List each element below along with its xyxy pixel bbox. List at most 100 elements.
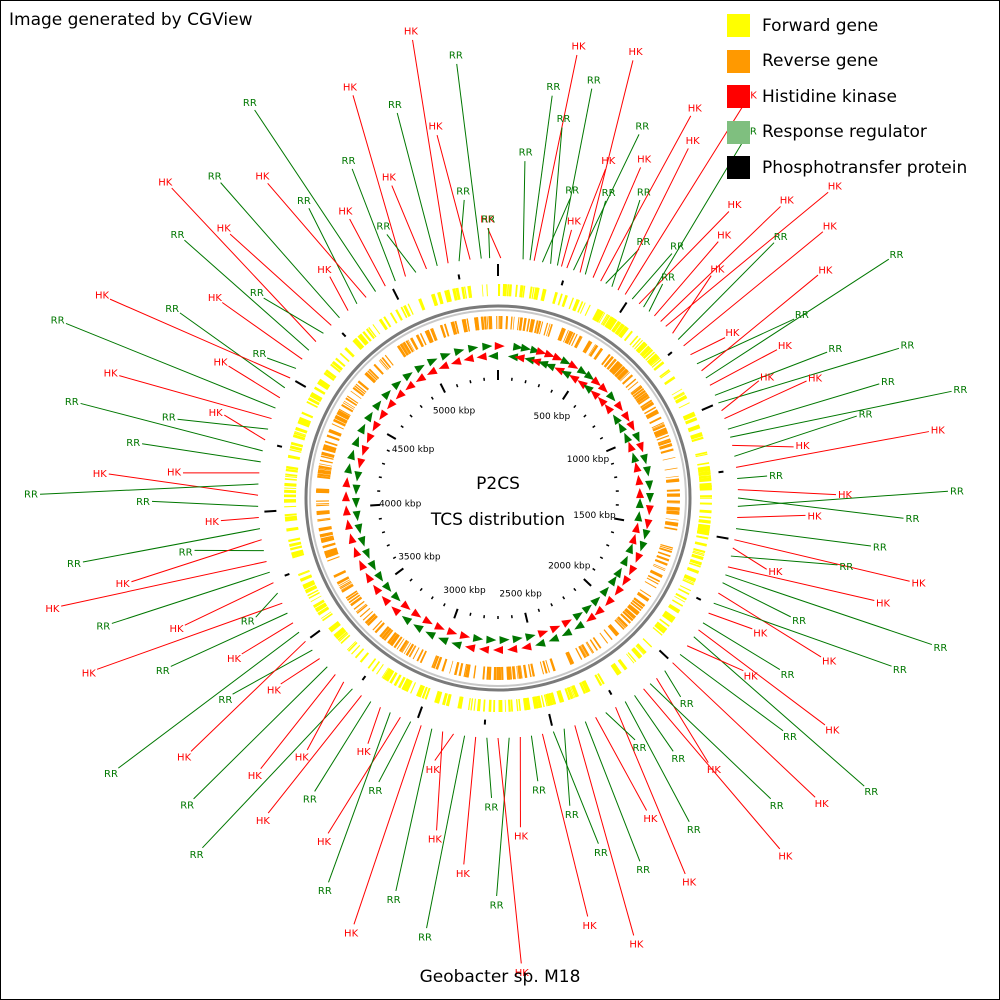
forward-gene bbox=[619, 326, 629, 339]
forward-gene bbox=[330, 623, 341, 633]
outer-tick bbox=[608, 689, 613, 696]
reverse-gene bbox=[666, 511, 680, 515]
kbp-tick-label: 4000 kbp bbox=[379, 500, 422, 510]
forward-gene bbox=[683, 574, 697, 582]
reverse-gene bbox=[405, 340, 414, 353]
forward-gene bbox=[285, 518, 298, 522]
kbp-minor-tick bbox=[614, 476, 618, 479]
reverse-gene bbox=[659, 445, 673, 450]
reverse-gene bbox=[346, 395, 359, 404]
forward-gene bbox=[293, 432, 306, 438]
tcs-pointer-line bbox=[724, 380, 807, 419]
reverse-gene bbox=[331, 423, 344, 430]
forward-gene bbox=[685, 417, 698, 425]
tcs-pointer-line bbox=[617, 148, 689, 291]
response-regulator-gene bbox=[537, 360, 549, 369]
forward-gene bbox=[291, 551, 304, 557]
response-regulator-gene bbox=[512, 342, 524, 351]
forward-gene bbox=[664, 610, 676, 619]
rr-label: RR bbox=[602, 188, 616, 199]
reverse-gene bbox=[458, 662, 464, 677]
reverse-gene bbox=[547, 323, 553, 337]
forward-gene bbox=[673, 391, 685, 399]
hk-label: HK bbox=[795, 441, 810, 452]
tcs-pointer-line bbox=[119, 375, 272, 420]
reverse-gene bbox=[474, 317, 478, 331]
kbp-minor-tick bbox=[610, 462, 615, 465]
forward-gene bbox=[698, 520, 711, 524]
reverse-gene bbox=[373, 364, 384, 375]
tcs-pointer-line bbox=[496, 737, 510, 897]
forward-gene bbox=[289, 445, 303, 452]
reverse-gene bbox=[341, 403, 354, 413]
reverse-gene bbox=[578, 646, 586, 659]
forward-gene bbox=[346, 641, 357, 651]
reverse-gene bbox=[343, 400, 356, 409]
tcs-pointer-line bbox=[730, 390, 952, 438]
reverse-gene bbox=[368, 368, 380, 379]
forward-gene bbox=[697, 527, 710, 533]
reverse-gene bbox=[652, 565, 666, 571]
kbp-minor-tick bbox=[610, 531, 615, 534]
response-regulator-gene bbox=[583, 370, 595, 381]
tcs-pointer-line bbox=[735, 431, 929, 468]
tcs-pointer-line bbox=[184, 239, 310, 351]
reverse-gene bbox=[374, 622, 385, 633]
forward-gene bbox=[418, 685, 426, 698]
tcs-gene-track bbox=[341, 341, 654, 654]
outer-tick bbox=[264, 509, 277, 513]
forward-gene bbox=[682, 579, 694, 586]
response-regulator-gene bbox=[357, 535, 366, 547]
forward-gene bbox=[640, 346, 650, 356]
histidine-kinase-gene bbox=[450, 357, 462, 365]
phosphotransfer-protein-swatch bbox=[727, 156, 750, 180]
tcs-pointer-line bbox=[677, 242, 775, 340]
reverse-gene bbox=[659, 442, 673, 450]
forward-gene bbox=[678, 402, 690, 409]
tcs-pointer-line bbox=[61, 560, 267, 607]
tcs-pointer-line bbox=[550, 127, 563, 264]
reverse-gene bbox=[530, 663, 535, 677]
response-regulator-gene bbox=[486, 635, 497, 644]
forward-gene bbox=[493, 699, 496, 712]
hk-label: HK bbox=[205, 517, 220, 528]
reverse-gene bbox=[615, 618, 626, 629]
hk-label: HK bbox=[780, 195, 795, 206]
reverse-gene bbox=[402, 341, 412, 355]
kbp-major-tick bbox=[562, 390, 570, 400]
rr-label: RR bbox=[906, 514, 920, 525]
response-regulator-gene bbox=[576, 365, 588, 375]
reverse-gene bbox=[656, 435, 670, 441]
rr-label: RR bbox=[51, 316, 65, 327]
reverse-gene bbox=[565, 652, 573, 665]
histidine-kinase-gene bbox=[446, 627, 458, 635]
forward-gene bbox=[498, 284, 500, 297]
reverse-gene bbox=[666, 493, 680, 496]
forward-gene bbox=[445, 289, 452, 303]
forward-gene bbox=[613, 662, 622, 674]
forward-gene bbox=[617, 659, 626, 671]
hk-label: HK bbox=[317, 837, 332, 848]
forward-gene bbox=[437, 292, 444, 305]
tcs-pointer-line bbox=[727, 566, 875, 601]
reverse-gene bbox=[322, 542, 336, 548]
forward-gene bbox=[699, 509, 712, 514]
forward-gene bbox=[337, 631, 348, 641]
reverse-gene bbox=[454, 662, 459, 676]
reverse-gene bbox=[637, 591, 650, 601]
tcs-pointer-line bbox=[352, 95, 406, 277]
forward-gene bbox=[357, 335, 367, 346]
kbp-tick-label: 5000 kbp bbox=[433, 406, 476, 416]
reverse-gene bbox=[509, 666, 513, 680]
histidine-kinase-gene bbox=[459, 631, 471, 639]
reverse-gene bbox=[582, 340, 592, 353]
forward-gene bbox=[611, 664, 620, 676]
reverse-gene bbox=[345, 590, 358, 599]
legend-label: Forward gene bbox=[762, 15, 879, 36]
hk-label: HK bbox=[227, 654, 242, 665]
forward-gene bbox=[613, 322, 622, 333]
reverse-gene bbox=[383, 629, 394, 641]
forward-gene bbox=[683, 578, 695, 584]
forward-gene bbox=[609, 319, 618, 331]
histidine-kinase-gene bbox=[426, 366, 438, 375]
